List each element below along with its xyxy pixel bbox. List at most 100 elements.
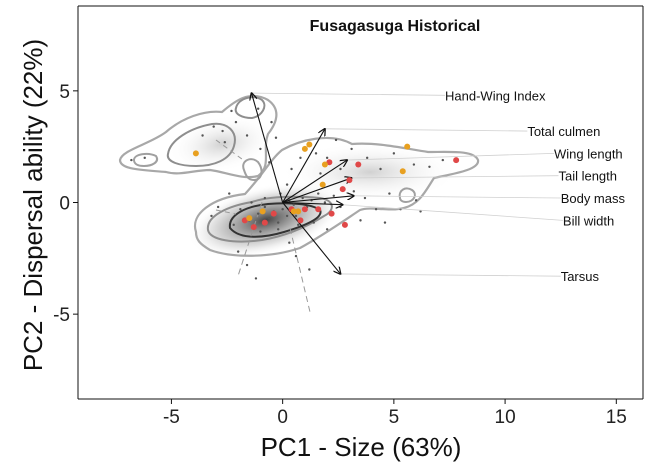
loading-vector-arrow [282,129,325,203]
dashed-axis-line-upper [215,139,247,163]
background-point [285,183,289,186]
x-tick-label: 5 [389,407,400,428]
red-point [301,206,308,213]
red-point [250,224,257,231]
background-point [383,221,387,224]
vector-leader-lines [251,92,563,277]
background-point [379,167,382,171]
red-point [326,159,333,166]
vector-leader-line [347,152,555,161]
middle-density-contour [206,195,333,243]
vector-leader-line [340,273,561,277]
background-point [216,205,220,209]
background-point [276,228,280,231]
background-point [297,223,300,227]
background-point [314,152,318,155]
background-point [294,254,298,258]
red-point [346,177,353,184]
upper-density-contour [118,94,278,179]
red-point [270,210,277,217]
background-point [228,192,231,195]
background-point [239,207,242,211]
vector-leader-line [324,128,528,132]
x-tick-label: -5 [163,407,180,428]
loading-vector-arrow [282,203,343,205]
background-point [308,268,311,271]
dashed-axis-line-mid [215,209,237,215]
vector-leader-line [342,204,563,221]
background-point [334,138,338,142]
upper-island-contour [166,122,236,168]
vector-leader-line [351,175,559,179]
x-tick-label: 10 [495,407,516,428]
background-point [259,147,262,151]
vector-label: Body mass [561,191,626,206]
background-point [285,214,289,218]
red-point [453,157,460,164]
red-point [341,221,348,228]
y-axis-title: PC2 - Dispersal ability (22%) [18,39,48,371]
orange-point [319,181,326,188]
red-point [355,161,362,168]
y-tick-label: 5 [59,82,70,103]
background-point [323,201,327,204]
background-point [130,158,133,162]
vector-label: Hand-Wing Index [445,88,546,103]
orange-point [295,208,302,215]
loading-vector-arrow [282,196,354,204]
vector-label: Total culmen [527,124,600,139]
y-tick-label: 0 [59,194,70,215]
background-point [212,125,215,128]
orange-point [301,145,308,152]
background-point [288,241,291,244]
background-point [332,194,336,198]
red-points-group [241,157,460,231]
orange-point [192,150,199,157]
vector-leader-line [251,92,446,96]
red-point [297,217,304,224]
background-point [268,216,271,220]
background-point [325,156,329,160]
background-point [374,207,378,211]
background-point [290,167,293,171]
vector-label: Tail length [558,169,617,184]
background-point [339,167,342,171]
left-island-contour [132,152,158,168]
orange-point [246,215,253,222]
background-point [276,221,280,224]
background-point [263,205,267,209]
red-point [261,219,268,226]
upper-small-contour [234,96,266,120]
loading-vector-arrow [252,93,284,203]
background-point [268,161,271,164]
background-point [350,147,353,151]
loading-vectors-group [252,93,354,274]
background-point [312,221,315,224]
x-tick-label: 0 [277,407,288,428]
background-point [317,192,320,195]
background-point [245,134,249,137]
background-point [359,219,362,222]
x-axis-ticks: -5 0 5 10 15 [163,399,627,428]
background-point [232,223,235,227]
background-point [419,210,422,213]
loading-vector-arrow [282,202,341,274]
background-point [294,214,298,218]
orange-point [306,141,313,148]
background-point [281,207,284,211]
background-point [256,107,260,110]
background-point [234,120,238,124]
orange-points-group [192,141,411,222]
mid-island-contour [242,158,263,182]
red-point [339,186,346,193]
background-point [259,230,262,233]
chart-title: Fusagasuga Historical [310,18,481,35]
vector-label: Bill width [563,213,614,228]
plot-area: Hand-Wing Index Total culmen Wing length Ta… [118,88,626,313]
dashed-axis-line-right [289,227,311,313]
background-point [143,156,146,160]
background-point [412,163,416,166]
red-point [315,206,322,213]
background-point [365,156,369,160]
